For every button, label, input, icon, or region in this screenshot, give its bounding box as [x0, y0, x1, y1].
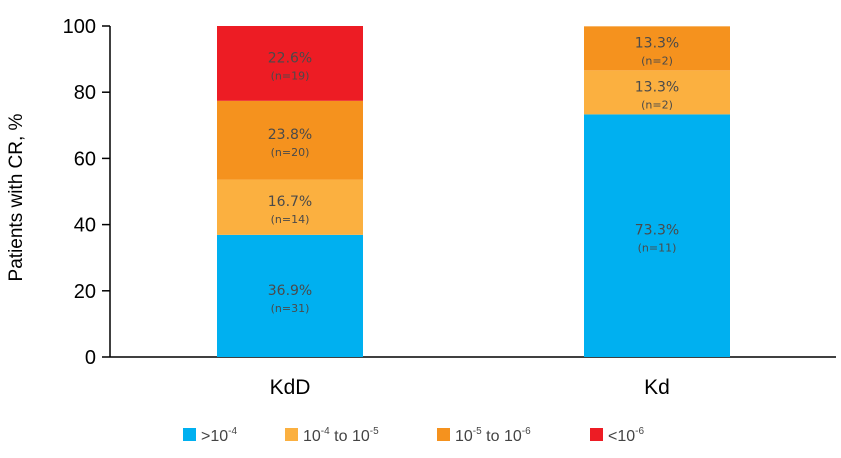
bar-segment — [584, 26, 730, 71]
y-tick-label: 80 — [74, 82, 96, 104]
bar-count-label: (n=14) — [271, 213, 310, 226]
legend-label-part: 10 — [303, 428, 321, 445]
bar-segment — [217, 26, 363, 101]
legend-swatch — [285, 428, 298, 441]
bar-count-label: (n=11) — [638, 242, 677, 255]
legend-label-part: -6 — [522, 426, 531, 437]
legend-label-part: -5 — [370, 426, 379, 437]
legend-label-part: <10 — [608, 428, 635, 445]
legend: >10-4 10-4 to 10-5 10-5 to 10-6 <10-6 — [183, 426, 644, 445]
y-tick-label: 100 — [63, 16, 96, 38]
legend-swatch — [590, 428, 603, 441]
axes: 0 20 40 60 80 100 Patients with CR, % KdD Kd — [6, 16, 836, 399]
bar-count-label: (n=20) — [271, 146, 310, 159]
data-labels: 36.9% (n=31) 16.7% (n=14) 23.8% (n=20) 22.6% (n… — [268, 35, 679, 315]
legend-label: >10-4 — [201, 426, 237, 445]
legend-label-part: 10 — [455, 428, 473, 445]
bar-count-label: (n=31) — [271, 302, 310, 315]
bars — [217, 26, 730, 357]
legend-label: 10-5 to 10-6 — [455, 426, 531, 445]
bar-count-label: (n=2) — [641, 54, 673, 67]
legend-label-part: to 10 — [482, 428, 522, 445]
legend-label-part: -4 — [228, 426, 237, 437]
bar-value-label: 16.7% — [268, 194, 312, 210]
legend-label-part: -4 — [321, 426, 330, 437]
bar-value-label: 13.3% — [635, 79, 679, 95]
bar-segment — [584, 114, 730, 357]
bar-segment — [584, 70, 730, 115]
x-category-label: KdD — [270, 376, 311, 399]
legend-label-part: -6 — [635, 426, 644, 437]
bar-value-label: 36.9% — [268, 283, 312, 299]
y-tick-label: 20 — [74, 281, 96, 303]
y-axis-title: Patients with CR, % — [6, 113, 27, 281]
legend-label-part: >10 — [201, 428, 228, 445]
legend-swatch — [183, 428, 196, 441]
legend-swatch — [437, 428, 450, 441]
bar-segment — [217, 100, 363, 180]
bar-segment — [217, 179, 363, 235]
y-tick-label: 0 — [85, 347, 96, 369]
legend-label-part: to 10 — [330, 428, 370, 445]
legend-label: 10-4 to 10-5 — [303, 426, 379, 445]
bar-segment — [217, 234, 363, 357]
y-tick-label: 60 — [74, 148, 96, 170]
bar-value-label: 22.6% — [268, 50, 312, 66]
bar-value-label: 73.3% — [635, 223, 679, 239]
bar-value-label: 13.3% — [635, 35, 679, 51]
legend-label: <10-6 — [608, 426, 644, 445]
legend-label-part: -5 — [473, 426, 482, 437]
bar-count-label: (n=2) — [641, 98, 673, 111]
x-category-label: Kd — [644, 376, 670, 399]
bar-count-label: (n=19) — [271, 69, 310, 82]
bar-value-label: 23.8% — [268, 127, 312, 143]
y-tick-label: 40 — [74, 215, 96, 237]
